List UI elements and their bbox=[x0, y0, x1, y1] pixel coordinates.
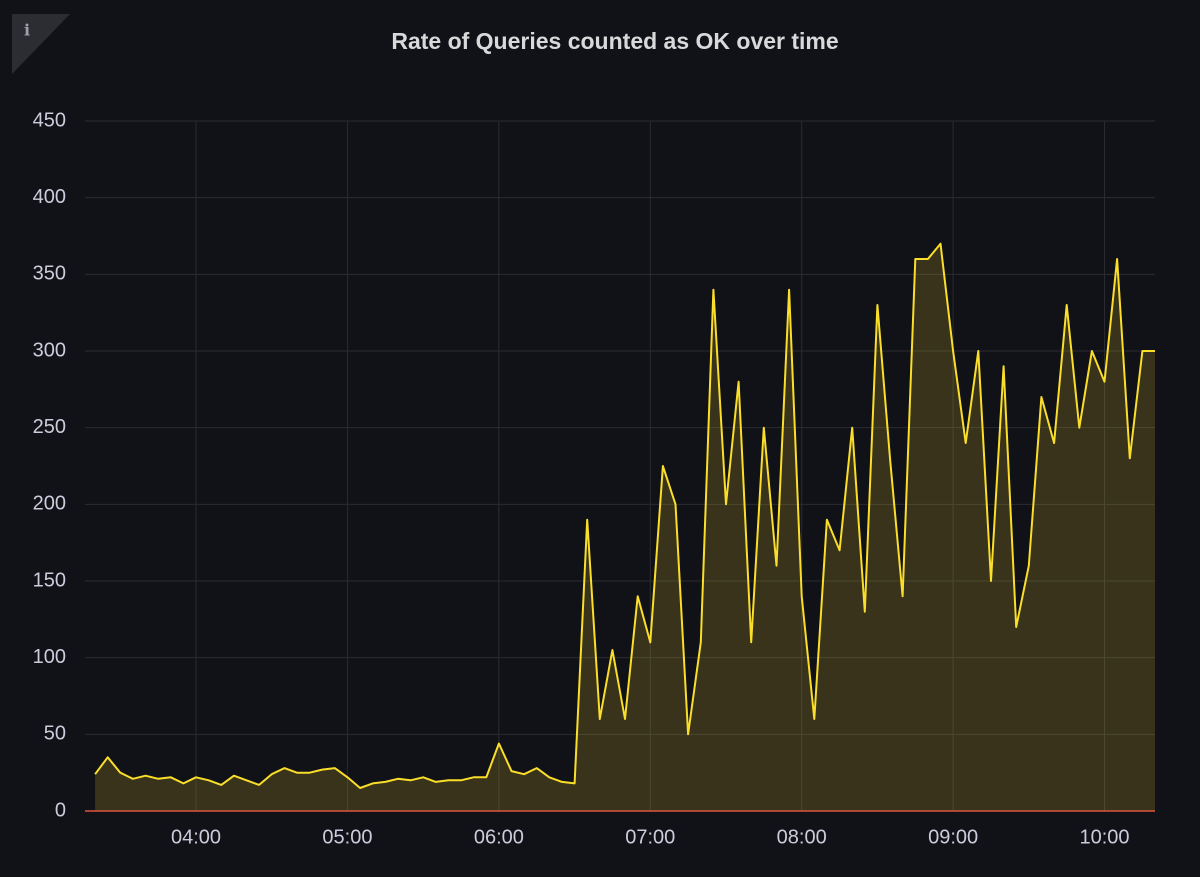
y-tick-label: 0 bbox=[55, 799, 66, 821]
info-icon[interactable]: i bbox=[24, 21, 30, 40]
series-line bbox=[94, 242, 1155, 789]
x-tick-label: 04:00 bbox=[171, 826, 221, 848]
y-tick-label: 250 bbox=[33, 416, 66, 438]
x-tick-label: 05:00 bbox=[322, 826, 372, 848]
y-tick-label: 450 bbox=[33, 109, 66, 131]
x-tick-label: 08:00 bbox=[777, 826, 827, 848]
series-area bbox=[95, 243, 1156, 811]
x-tick-label: 10:00 bbox=[1079, 826, 1129, 848]
y-tick-label: 350 bbox=[33, 263, 66, 285]
x-tick-label: 09:00 bbox=[928, 826, 978, 848]
y-tick-label: 50 bbox=[44, 723, 66, 745]
x-tick-label: 06:00 bbox=[474, 826, 524, 848]
y-tick-label: 200 bbox=[33, 493, 66, 515]
y-tick-label: 300 bbox=[33, 339, 66, 361]
info-corner[interactable] bbox=[12, 14, 70, 74]
chart-title: Rate of Queries counted as OK over time bbox=[391, 28, 838, 54]
y-tick-label: 400 bbox=[33, 186, 66, 208]
y-tick-label: 100 bbox=[33, 646, 66, 668]
x-tick-label: 07:00 bbox=[625, 826, 675, 848]
y-tick-label: 150 bbox=[33, 569, 66, 591]
